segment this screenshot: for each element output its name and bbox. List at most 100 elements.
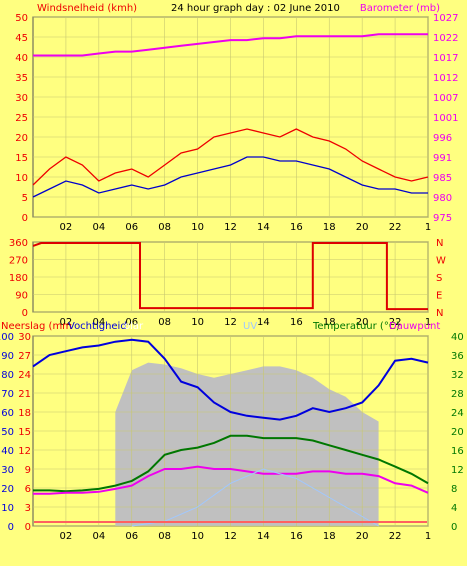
- x-tick-label: 04: [92, 222, 105, 233]
- compass-tick-label: N: [436, 238, 443, 249]
- wind-direction-line: [32, 242, 428, 311]
- x-tick-label: 18: [323, 222, 336, 233]
- barometer-tick-label: 996: [433, 133, 452, 144]
- rain-tick-label: 21: [18, 389, 31, 400]
- legend-temperature: Temperatuur (°C): [312, 321, 400, 332]
- wind-tick-label: 50: [15, 13, 28, 24]
- rain-tick-label: 18: [18, 408, 31, 419]
- x-tick-label: 16: [290, 222, 303, 233]
- x-tick-label: 18: [323, 531, 336, 542]
- x-tick-label: 02: [60, 317, 73, 328]
- temperature-tick-label: 12: [451, 465, 464, 476]
- temperature-tick-label: 40: [451, 332, 464, 343]
- x-tick-label: 20: [356, 222, 369, 233]
- temperature-tick-label: 32: [451, 370, 464, 381]
- humidity-tick-label: 90: [1, 351, 14, 362]
- barometer-tick-label: 985: [433, 173, 452, 184]
- barometer-tick-label: 1001: [433, 113, 458, 124]
- x-tick-label: 12: [224, 531, 237, 542]
- x-tick-label: 22: [389, 531, 402, 542]
- wind-gust-line: [32, 128, 429, 186]
- humidity-tick-label: 20: [1, 484, 14, 495]
- compass-tick-label: N: [436, 308, 443, 319]
- rain-tick-label: 27: [18, 351, 31, 362]
- x-tick-label: 10: [191, 317, 204, 328]
- wind-avg-line: [32, 156, 428, 198]
- rain-tick-label: 12: [18, 446, 31, 457]
- wind-tick-label: 35: [15, 73, 28, 84]
- x-tick-label: 12: [224, 317, 237, 328]
- temperature-tick-label: 24: [451, 408, 464, 419]
- wind-tick-label: 40: [15, 53, 28, 64]
- x-tick-label: 06: [125, 222, 138, 233]
- series-group: [32, 33, 429, 527]
- legend-uv: UV: [243, 321, 257, 332]
- tick-labels-group: 0202020404040606060808081010101212121414…: [0, 13, 464, 542]
- x-tick-label: 10: [191, 531, 204, 542]
- barometer-axis-title: Barometer (mb): [360, 3, 440, 14]
- x-tick-label: 16: [290, 317, 303, 328]
- temperature-line: [33, 434, 429, 493]
- x-tick-label: 22: [389, 317, 402, 328]
- x-tick-label: 1: [425, 222, 431, 233]
- uv-line: [131, 468, 379, 527]
- temperature-tick-label: 36: [451, 351, 464, 362]
- x-tick-label: 1: [425, 531, 431, 542]
- compass-tick-label: W: [436, 256, 446, 267]
- x-tick-label: 16: [290, 531, 303, 542]
- barometer-tick-label: 1027: [433, 13, 458, 24]
- wind-tick-label: 30: [15, 93, 28, 104]
- barometer-tick-label: 1012: [433, 73, 458, 84]
- rain-tick-label: 30: [18, 332, 31, 343]
- x-tick-label: 14: [257, 317, 270, 328]
- humidity-tick-label: 60: [1, 408, 14, 419]
- x-tick-label: 02: [60, 531, 73, 542]
- dewpoint-line: [33, 465, 429, 495]
- humidity-tick-label: 10: [1, 503, 14, 514]
- x-tick-label: 02: [60, 222, 73, 233]
- wind-tick-label: 20: [15, 133, 28, 144]
- x-tick-label: 08: [158, 531, 171, 542]
- legend-solar: olar: [124, 321, 144, 332]
- humidity-tick-label: 100: [0, 332, 14, 343]
- legend-dewpoint: Dauwpunt: [389, 321, 440, 332]
- barometer-tick-label: 991: [433, 153, 452, 164]
- direction-tick-label: 0: [22, 308, 28, 319]
- x-tick-label: 14: [257, 531, 270, 542]
- rain-tick-label: 15: [18, 427, 31, 438]
- legend-rain: Neerslag (mm: [1, 321, 72, 332]
- x-tick-label: 04: [92, 531, 105, 542]
- rain-tick-label: 6: [25, 484, 31, 495]
- wind-tick-label: 15: [15, 153, 28, 164]
- humidity-tick-label: 0: [8, 522, 14, 533]
- chart-title: 24 hour graph day : 02 June 2010: [171, 3, 340, 14]
- x-tick-label: 22: [389, 222, 402, 233]
- solar-area-group: [115, 362, 396, 526]
- barometer-tick-label: 1007: [433, 93, 458, 104]
- wind-tick-label: 5: [22, 193, 28, 204]
- temperature-tick-label: 20: [451, 427, 464, 438]
- rain-tick-label: 0: [25, 522, 31, 533]
- x-tick-label: 06: [125, 317, 138, 328]
- humidity-line: [32, 338, 429, 421]
- temperature-tick-label: 0: [451, 522, 457, 533]
- direction-tick-label: 90: [15, 291, 28, 302]
- humidity-tick-label: 40: [1, 446, 14, 457]
- barometer-tick-label: 980: [433, 193, 452, 204]
- direction-tick-label: 360: [9, 238, 28, 249]
- compass-tick-label: E: [436, 291, 442, 302]
- barometer-tick-label: 1022: [433, 33, 458, 44]
- x-tick-label: 14: [257, 222, 270, 233]
- temperature-tick-label: 16: [451, 446, 464, 457]
- direction-tick-label: 180: [9, 273, 28, 284]
- direction-tick-label: 270: [9, 256, 28, 267]
- temperature-tick-label: 4: [451, 503, 457, 514]
- compass-tick-label: S: [436, 273, 442, 284]
- temperature-tick-label: 28: [451, 389, 464, 400]
- legend-humidity: Vochtigheid: [68, 321, 127, 332]
- humidity-tick-label: 80: [1, 370, 14, 381]
- barometer-tick-label: 975: [433, 213, 452, 224]
- x-tick-label: 12: [224, 222, 237, 233]
